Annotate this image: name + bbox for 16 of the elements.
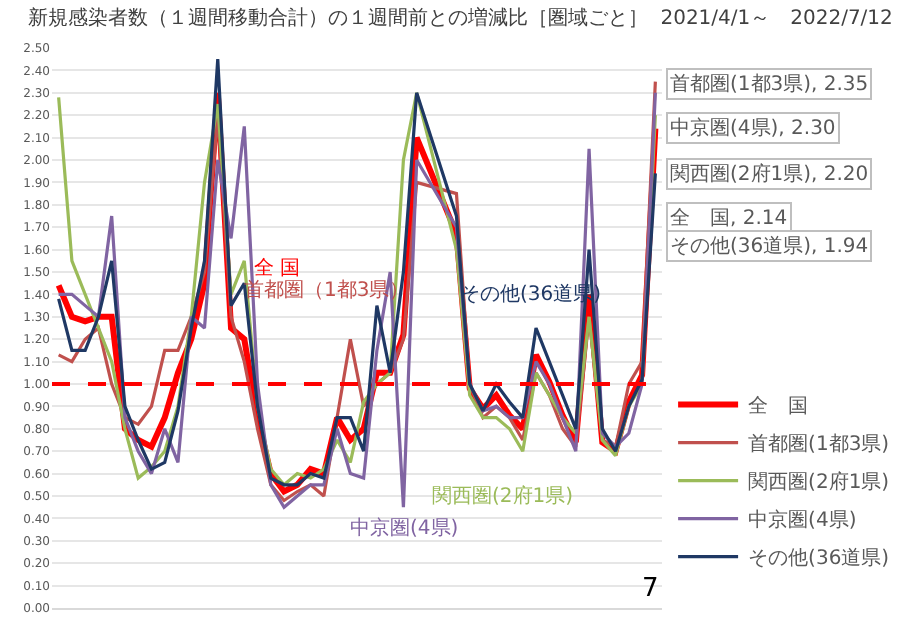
text: 中京圏(4県), 2.30 [670,116,836,140]
annotation: 全 国 [254,256,301,280]
annotation: 7 [642,574,659,604]
legend-label: 全 国 [748,394,809,419]
text: 関西圏(2府1県), 2.20 [670,162,869,186]
legend-label: 首都圏(1都3県) [748,432,890,457]
text: その他(36道県), 1.94 [670,234,869,258]
annotation: 関西圏(2府1県) [432,484,574,508]
text: 首都圏(1都3県), 2.35 [670,72,869,96]
legend-label: 関西圏(2府1県) [748,470,890,495]
legend-label: 中京圏(4県) [748,508,857,533]
text: 全 国, 2.14 [670,206,788,230]
legend-label: その他(36道県) [748,546,890,571]
annotation: 中京圏(4県) [350,516,459,540]
chart-title: 新規感染者数（１週間移動合計）の１週間前との増減比［圏域ごと］ [27,7,648,30]
text: 2021/4/1～ 2022/7/12 [660,7,893,30]
